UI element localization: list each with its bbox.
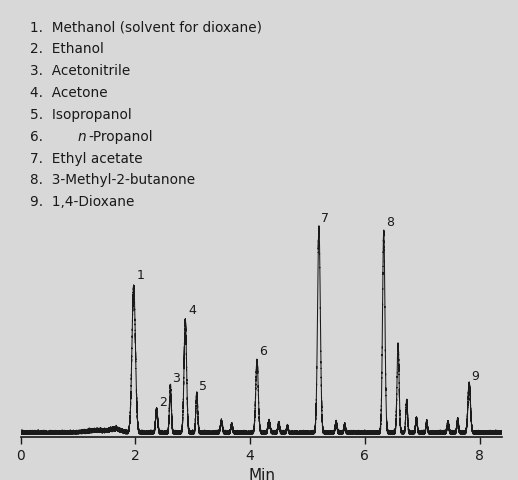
Text: 5: 5 — [198, 380, 207, 393]
Text: 3: 3 — [172, 372, 180, 384]
Text: 4: 4 — [188, 304, 196, 317]
Text: 1.  Methanol (solvent for dioxane): 1. Methanol (solvent for dioxane) — [31, 21, 262, 35]
Text: 4.  Acetone: 4. Acetone — [31, 86, 108, 100]
Text: 2: 2 — [159, 396, 167, 408]
Text: 9: 9 — [471, 370, 479, 383]
Text: n: n — [78, 130, 86, 144]
Text: 7.  Ethyl acetate: 7. Ethyl acetate — [31, 152, 143, 166]
Text: 6: 6 — [260, 346, 267, 359]
Text: 2.  Ethanol: 2. Ethanol — [31, 42, 104, 56]
Text: 9.  1,4-Dioxane: 9. 1,4-Dioxane — [31, 195, 135, 209]
Text: 6.: 6. — [31, 130, 52, 144]
Text: 8.  3-Methyl-2-butanone: 8. 3-Methyl-2-butanone — [31, 173, 195, 188]
Text: -Propanol: -Propanol — [89, 130, 153, 144]
Text: 8: 8 — [386, 216, 394, 229]
Text: 5.  Isopropanol: 5. Isopropanol — [31, 108, 132, 122]
Text: 3.  Acetonitrile: 3. Acetonitrile — [31, 64, 131, 78]
X-axis label: Min: Min — [248, 468, 275, 480]
Text: 7: 7 — [321, 212, 329, 225]
Text: 1: 1 — [137, 269, 145, 282]
